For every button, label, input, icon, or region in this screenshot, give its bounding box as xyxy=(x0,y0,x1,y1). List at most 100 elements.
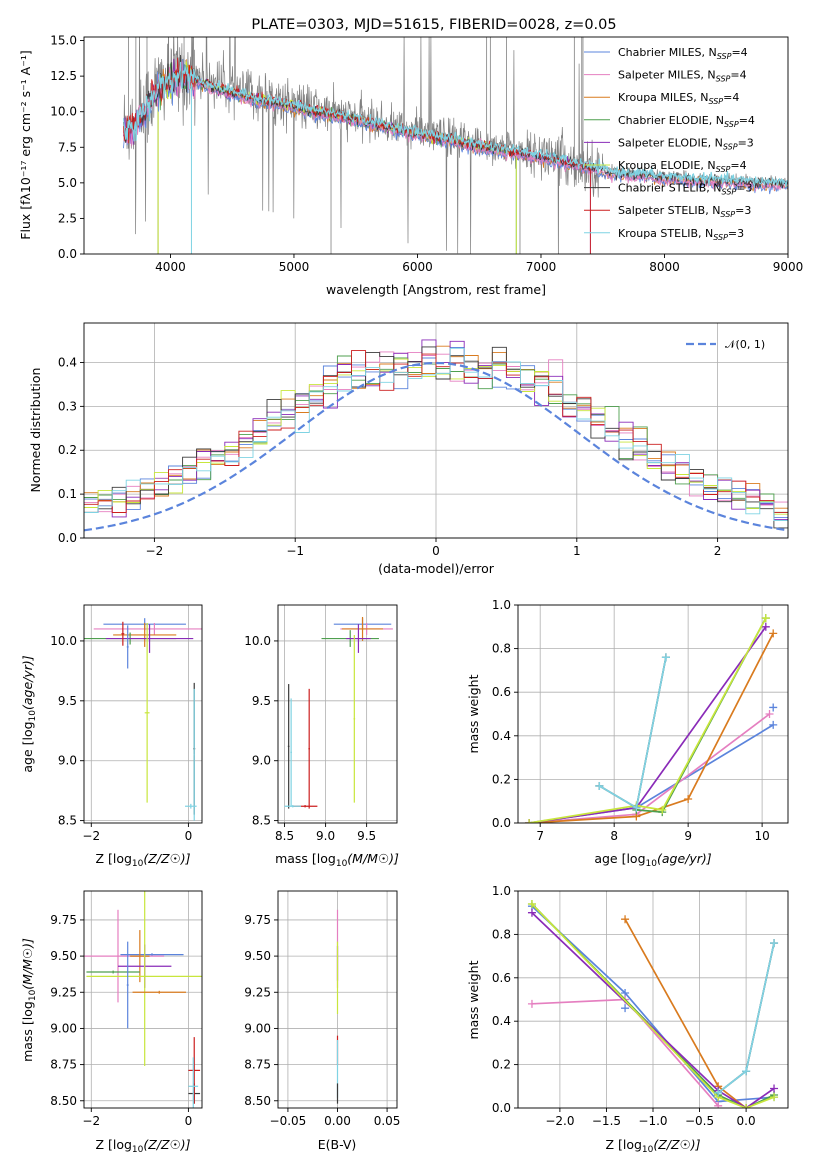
y-tick-label: 0.1 xyxy=(58,487,77,501)
y-tick-label: 9.75 xyxy=(50,913,77,927)
x-axis-label: Z [log10(Z/Z☉)] xyxy=(95,1137,190,1155)
figure-title: PLATE=0303, MJD=51615, FIBERID=0028, z=0… xyxy=(251,17,616,33)
legend-label: Kroupa STELIB, NSSP=3 xyxy=(618,227,744,242)
mass-weight-point xyxy=(658,805,667,814)
mass-vs-metallicity-panel: −2 0 8.50 8.75 9.00 9.25 9.50 9.75 Z [log10(Z/Z☉… xyxy=(20,890,203,1155)
plot-area xyxy=(527,900,779,1108)
x-tick-label: 4000 xyxy=(155,260,186,274)
y-tick-label: 8.75 xyxy=(244,1058,271,1072)
grid-lines xyxy=(84,605,202,823)
legend-label: Chabrier STELIB, NSSP=3 xyxy=(618,182,752,197)
mass-weight-point xyxy=(595,781,604,790)
axes-frame xyxy=(517,604,789,824)
legend-label: 𝒩(0, 1) xyxy=(725,338,765,351)
mass-weight-vs-metallicity-panel: −2.0 −1.5 −1.0 −0.5 0.0 0.0 0.2 0.4 0.6 0.8 1.0 mas… xyxy=(466,884,789,1155)
x-tick-label: −2 xyxy=(82,829,100,843)
y-tick-label: 7.5 xyxy=(58,140,77,154)
y-tick-label: 10.0 xyxy=(244,634,271,648)
legend-label: Kroupa MILES, NSSP=4 xyxy=(618,91,739,106)
x-axis-label: E(B-V) xyxy=(318,1137,357,1152)
x-tick-label: −2.0 xyxy=(545,1114,574,1128)
mass-weight-point xyxy=(769,703,778,712)
residual-histogram-step xyxy=(84,350,788,513)
y-tick-label: 8.5 xyxy=(58,814,77,828)
y-tick-label: 15.0 xyxy=(50,34,77,48)
y-tick-label: 10.0 xyxy=(50,634,77,648)
model-spectrum-line xyxy=(122,61,788,189)
mass-vs-ebv-panel: −0.05 0.00 0.05 8.50 8.75 9.00 9.25 9.50 9.75 E(B… xyxy=(244,890,401,1152)
y-tick-label: 8.50 xyxy=(244,1094,271,1108)
y-axis-label: Flux [fλ10⁻¹⁷ erg cm⁻² s⁻¹ A⁻¹] xyxy=(18,50,33,239)
x-tick-label: −1.5 xyxy=(592,1114,621,1128)
y-tick-label: 2.5 xyxy=(58,211,77,225)
legend-label: Kroupa ELODIE, NSSP=4 xyxy=(618,159,747,174)
y-tick-label: 0.2 xyxy=(492,772,511,786)
x-axis-label: mass [log10(M/M☉)] xyxy=(275,851,399,869)
x-tick-label: −1.0 xyxy=(638,1114,667,1128)
plot-area xyxy=(284,616,393,809)
legend-label: Salpeter MILES, NSSP=4 xyxy=(618,69,747,84)
y-tick-label: 0.0 xyxy=(58,247,77,261)
x-tick-label: 8 xyxy=(610,829,618,843)
mass-weight-line xyxy=(528,617,767,823)
mass-weight-point xyxy=(770,1084,779,1093)
y-tick-label: 0.6 xyxy=(492,685,511,699)
mass-weight-point xyxy=(621,915,630,924)
x-tick-label: −1 xyxy=(286,544,304,558)
x-tick-label: −2 xyxy=(82,1114,100,1128)
y-tick-label: 9.5 xyxy=(252,694,271,708)
age-vs-mass-panel: 8.5 9.0 9.5 8.5 9.0 9.5 10.0 mass [log10(M/M☉)] xyxy=(244,604,399,869)
mass-weight-point xyxy=(661,653,670,662)
y-tick-label: 0.3 xyxy=(58,399,77,413)
y-tick-label: 1.0 xyxy=(492,884,511,898)
model-spectrum-line xyxy=(123,54,788,189)
y-tick-label: 0.4 xyxy=(58,355,77,369)
residual-histogram-panel: −2 −1 0 1 2 0.0 0.1 0.2 0.3 0.4 (data-model)/error… xyxy=(28,322,789,576)
x-tick-label: 5000 xyxy=(279,260,310,274)
y-tick-label: 8.75 xyxy=(50,1058,77,1072)
x-tick-label: 0 xyxy=(185,1114,193,1128)
legend-label: Salpeter ELODIE, NSSP=3 xyxy=(618,136,754,151)
y-axis-label: mass weight xyxy=(466,960,481,1039)
y-tick-label: 1.0 xyxy=(492,598,511,612)
x-tick-label: 6000 xyxy=(402,260,433,274)
y-axis-label: age [log10(age/yr)] xyxy=(20,655,38,772)
y-axis-label: Normed distribution xyxy=(28,368,43,493)
y-tick-label: 9.5 xyxy=(58,694,77,708)
legend-label: Chabrier ELODIE, NSSP=4 xyxy=(618,114,755,129)
grid-lines xyxy=(84,891,202,1108)
x-tick-label: 0.05 xyxy=(374,1114,401,1128)
y-tick-label: 5.0 xyxy=(58,176,77,190)
y-tick-label: 9.75 xyxy=(244,913,271,927)
x-tick-label: 0 xyxy=(185,829,193,843)
spectrum-panel: 4000 5000 6000 7000 8000 9000 0.0 2.5 5.0 7.5 10.0… xyxy=(18,34,803,297)
plot-area xyxy=(84,618,202,821)
x-tick-label: 8000 xyxy=(649,260,680,274)
x-tick-label: −2 xyxy=(146,544,164,558)
y-tick-label: 0.0 xyxy=(58,531,77,545)
x-tick-label: −0.5 xyxy=(685,1114,714,1128)
mass-weight-point xyxy=(761,622,770,631)
y-tick-label: 10.0 xyxy=(50,105,77,119)
mass-weight-point xyxy=(765,710,774,718)
mass-weight-point xyxy=(761,614,770,623)
y-tick-label: 9.0 xyxy=(252,754,271,768)
x-axis-label: Z [log10(Z/Z☉)] xyxy=(95,851,190,869)
mass-weight-point xyxy=(621,1004,630,1013)
x-tick-label: 1 xyxy=(573,544,581,558)
plot-area xyxy=(122,37,788,254)
x-axis-label: wavelength [Angstrom, rest frame] xyxy=(326,282,546,297)
y-tick-label: 0.8 xyxy=(492,927,511,941)
mass-weight-point xyxy=(770,939,779,948)
plot-area xyxy=(84,891,202,1108)
y-axis-label: mass weight xyxy=(466,674,481,753)
x-tick-label: 9 xyxy=(684,829,692,843)
y-tick-label: 9.50 xyxy=(50,949,77,963)
x-tick-label: 2 xyxy=(714,544,722,558)
x-tick-label: −0.05 xyxy=(270,1114,307,1128)
spectrum-legend: Chabrier MILES, NSSP=4 Salpeter MILES, NS… xyxy=(584,46,755,242)
y-tick-label: 8.50 xyxy=(50,1094,77,1108)
legend-label: Salpeter STELIB, NSSP=3 xyxy=(618,204,751,219)
axes-frame xyxy=(83,36,789,255)
